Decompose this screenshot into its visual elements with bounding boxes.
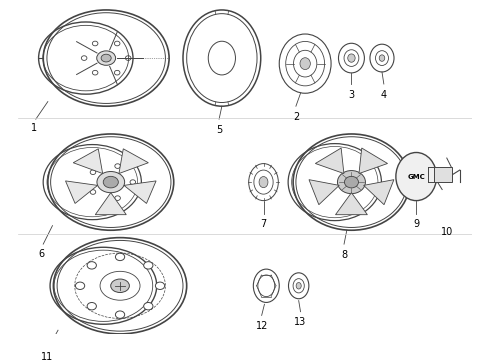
Polygon shape bbox=[359, 148, 388, 174]
Text: 7: 7 bbox=[260, 219, 267, 229]
Ellipse shape bbox=[144, 302, 153, 310]
Ellipse shape bbox=[116, 253, 124, 261]
Polygon shape bbox=[95, 193, 126, 215]
Text: 10: 10 bbox=[441, 226, 453, 237]
Text: 4: 4 bbox=[381, 90, 387, 100]
Text: 3: 3 bbox=[348, 90, 354, 100]
Ellipse shape bbox=[296, 283, 301, 289]
Text: 9: 9 bbox=[413, 219, 419, 229]
Polygon shape bbox=[73, 149, 102, 174]
Text: 8: 8 bbox=[341, 250, 347, 260]
Text: GMC: GMC bbox=[407, 174, 425, 180]
Ellipse shape bbox=[75, 282, 85, 289]
Text: 2: 2 bbox=[293, 112, 299, 122]
Polygon shape bbox=[124, 181, 156, 203]
Ellipse shape bbox=[87, 262, 97, 269]
Ellipse shape bbox=[144, 262, 153, 269]
Text: 1: 1 bbox=[31, 123, 37, 133]
Ellipse shape bbox=[344, 176, 359, 188]
Ellipse shape bbox=[300, 58, 310, 69]
Text: 12: 12 bbox=[255, 321, 268, 331]
Bar bbox=[434, 167, 452, 182]
Polygon shape bbox=[364, 180, 394, 205]
Polygon shape bbox=[316, 148, 344, 174]
Text: 11: 11 bbox=[41, 352, 53, 360]
Ellipse shape bbox=[116, 311, 124, 318]
Text: 5: 5 bbox=[216, 125, 222, 135]
Ellipse shape bbox=[111, 279, 129, 293]
Ellipse shape bbox=[338, 171, 366, 194]
Ellipse shape bbox=[103, 176, 119, 188]
Ellipse shape bbox=[259, 176, 268, 188]
Ellipse shape bbox=[87, 302, 97, 310]
Ellipse shape bbox=[97, 51, 116, 65]
Polygon shape bbox=[66, 181, 98, 203]
Polygon shape bbox=[309, 180, 339, 205]
Ellipse shape bbox=[97, 171, 124, 193]
Ellipse shape bbox=[379, 55, 385, 61]
Text: 13: 13 bbox=[294, 317, 307, 327]
Polygon shape bbox=[336, 193, 368, 215]
Polygon shape bbox=[119, 149, 148, 174]
Text: 6: 6 bbox=[38, 249, 45, 259]
Ellipse shape bbox=[155, 282, 165, 289]
Ellipse shape bbox=[348, 54, 355, 62]
Ellipse shape bbox=[101, 54, 111, 62]
Ellipse shape bbox=[396, 153, 437, 201]
